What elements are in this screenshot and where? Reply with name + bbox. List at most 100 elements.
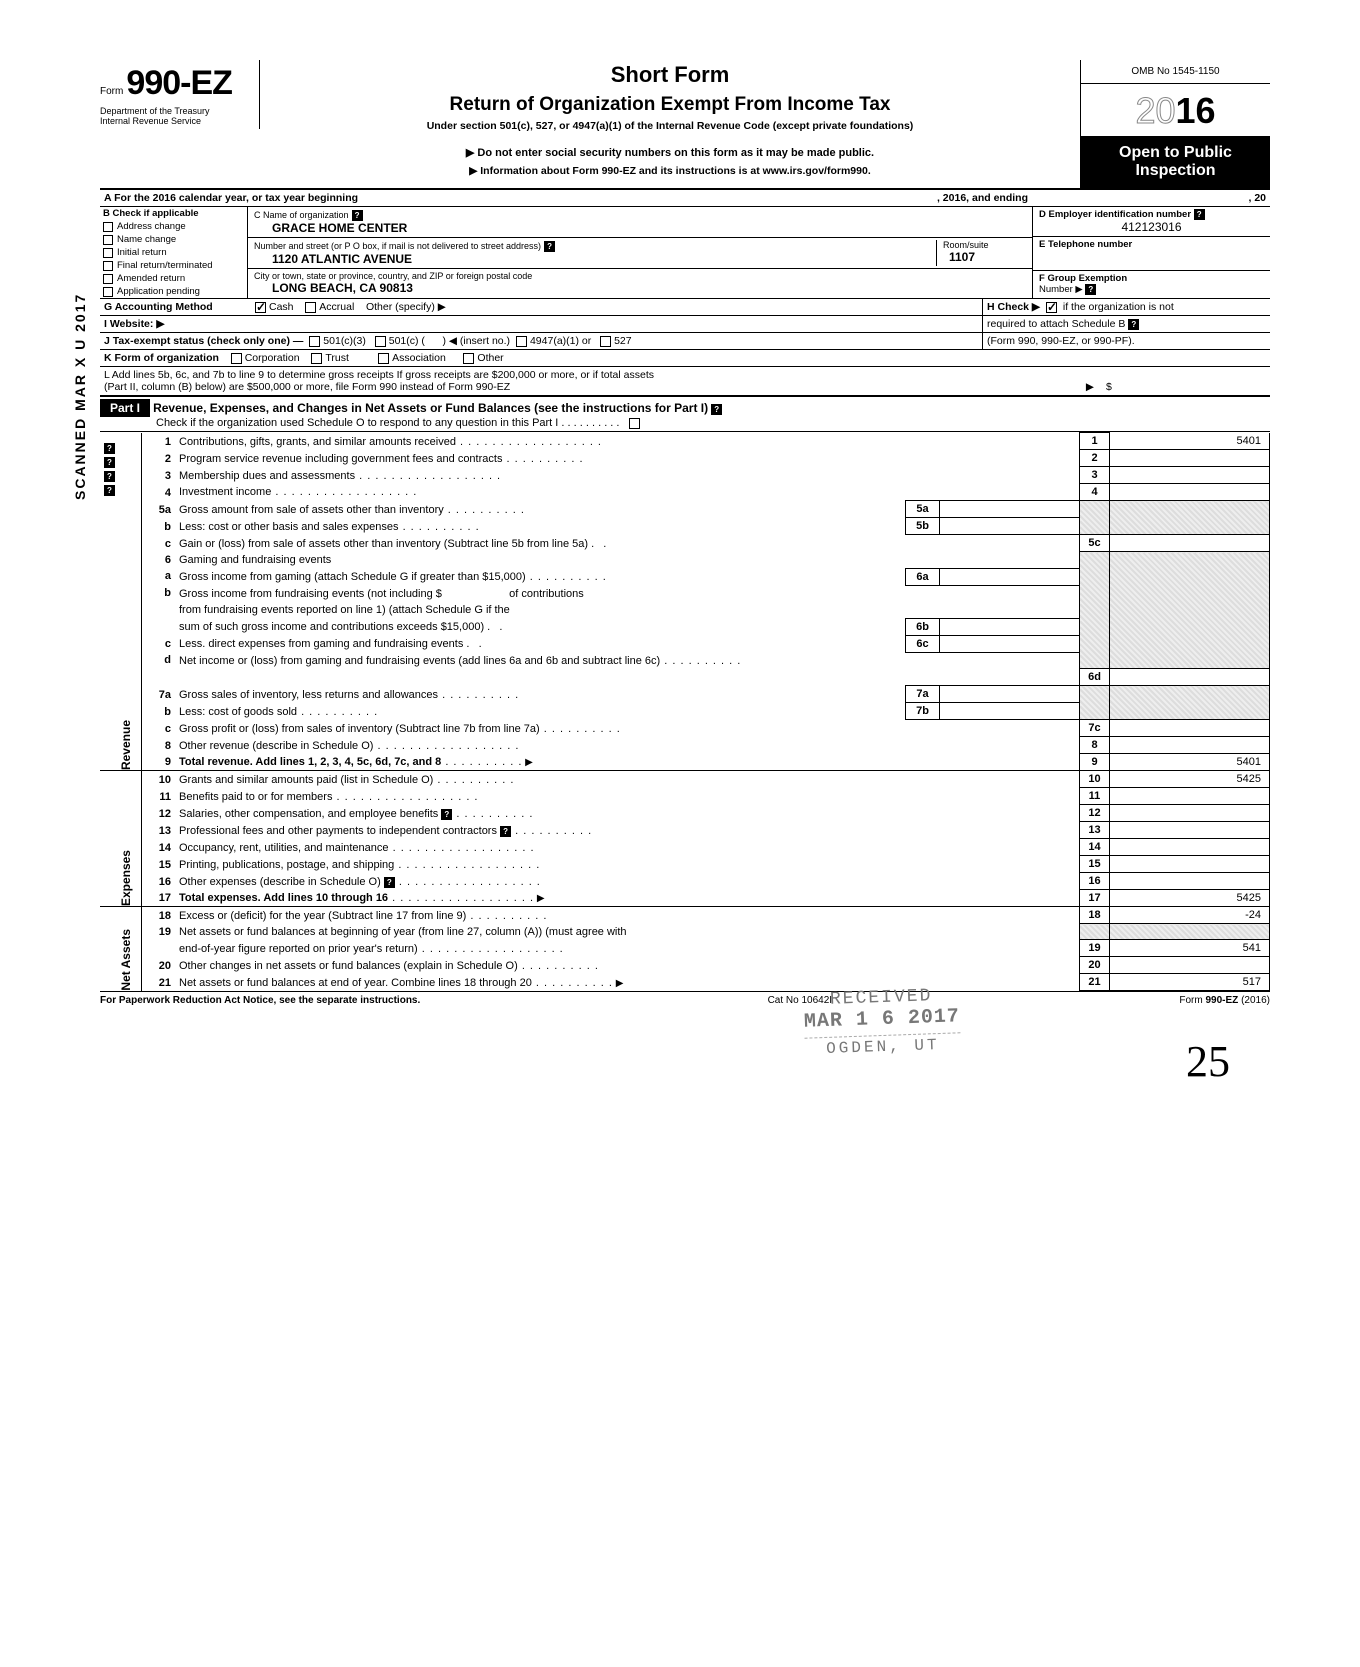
sub-box: 6b — [906, 618, 940, 635]
open-public-1: Open to Public — [1085, 144, 1266, 162]
line-desc: end-of-year figure reported on prior yea… — [179, 943, 418, 955]
row-j-form: (Form 990, 990-EZ, or 990-PF). — [982, 333, 1270, 349]
title-return: Return of Organization Exempt From Incom… — [268, 94, 1072, 116]
year-digit: 1 — [1176, 90, 1196, 131]
j-4947: 4947(a)(1) or — [530, 335, 591, 347]
line-num: 12 — [141, 805, 175, 822]
street-label: Number and street (or P O box, if mail i… — [254, 241, 541, 251]
line-num: 1 — [141, 433, 175, 450]
part-1-label: Part I — [100, 399, 150, 417]
checkbox[interactable] — [103, 248, 113, 258]
checkbox-cash[interactable] — [255, 302, 266, 313]
line-box: 1 — [1080, 433, 1110, 450]
line-amt: 5401 — [1110, 754, 1270, 771]
row-g-label: G Accounting Method — [100, 299, 248, 315]
checkbox-accrual[interactable] — [305, 302, 316, 313]
checkbox[interactable] — [600, 336, 611, 347]
line-box: 18 — [1080, 907, 1110, 924]
line-num: d — [141, 652, 175, 669]
k-trust: Trust — [325, 352, 349, 364]
checkbox[interactable] — [309, 336, 320, 347]
omb-number: OMB No 1545-1150 — [1081, 60, 1270, 84]
help-icon: ? — [384, 877, 395, 888]
line-desc: Grants and similar amounts paid (list in… — [179, 774, 433, 786]
chk-label: Amended return — [117, 273, 185, 284]
city-value: LONG BEACH, CA 90813 — [254, 281, 1026, 295]
room-value: 1107 — [943, 250, 1026, 264]
checkbox[interactable] — [516, 336, 527, 347]
line-num: 13 — [141, 822, 175, 839]
line-desc: Printing, publications, postage, and shi… — [179, 859, 394, 871]
checkbox[interactable] — [103, 287, 113, 297]
footer-left: For Paperwork Reduction Act Notice, see … — [100, 995, 420, 1006]
sub-box: 5b — [906, 518, 940, 535]
checkbox-h[interactable] — [1046, 302, 1057, 313]
line-desc: Less: cost or other basis and sales expe… — [179, 521, 399, 533]
tax-year: 2016 — [1081, 84, 1270, 136]
revenue-label: Revenue — [119, 720, 133, 770]
open-public-2: Inspection — [1085, 162, 1266, 180]
lines-table: ???? Revenue 1 Contributions, gifts, gra… — [100, 432, 1270, 991]
k-corp: Corporation — [245, 352, 300, 364]
scanned-stamp: SCANNED MAR X U 2017 — [72, 293, 88, 500]
checkbox[interactable] — [103, 274, 113, 284]
line-box: 6d — [1080, 669, 1110, 686]
line-desc: Net income or (loss) from gaming and fun… — [179, 655, 660, 667]
line-num: 15 — [141, 856, 175, 873]
j-insert: ) ◀ (insert no.) — [442, 335, 510, 347]
cash-label: Cash — [269, 301, 294, 313]
checkbox[interactable] — [231, 353, 242, 364]
checkbox[interactable] — [463, 353, 474, 364]
line-amt: 5425 — [1110, 890, 1270, 907]
line-num: 19 — [141, 924, 175, 940]
line-desc: Less. direct expenses from gaming and fu… — [179, 638, 463, 650]
line-box: 15 — [1080, 856, 1110, 873]
line-box: 16 — [1080, 873, 1110, 890]
checkbox[interactable] — [103, 222, 113, 232]
chk-label: Name change — [117, 234, 176, 245]
line-desc: Gross sales of inventory, less returns a… — [179, 689, 438, 701]
k-other: Other — [477, 352, 503, 364]
line-num: 3 — [141, 467, 175, 484]
chk-label: Initial return — [117, 247, 167, 258]
stamp-date: MAR 1 6 2017 — [804, 1005, 961, 1033]
section-b-header: B Check if applicable — [100, 207, 247, 220]
checkbox[interactable] — [311, 353, 322, 364]
help-icon: ? — [441, 809, 452, 820]
checkbox[interactable] — [629, 418, 640, 429]
line-box: 7c — [1080, 720, 1110, 737]
row-l-1: L Add lines 5b, 6c, and 7b to line 9 to … — [104, 369, 1266, 381]
line-num: 2 — [141, 450, 175, 467]
line-desc: Gaming and fundraising events — [175, 552, 1080, 569]
line-box: 19 — [1080, 940, 1110, 957]
line-box: 13 — [1080, 822, 1110, 839]
sub-box: 5a — [906, 501, 940, 518]
line-num: 6 — [141, 552, 175, 569]
line-box: 17 — [1080, 890, 1110, 907]
line-box: 10 — [1080, 771, 1110, 788]
line-desc: Benefits paid to or for members — [179, 791, 332, 803]
line-desc: Other changes in net assets or fund bala… — [179, 960, 518, 972]
sub-box: 7b — [906, 703, 940, 720]
checkbox[interactable] — [103, 235, 113, 245]
line-desc: Program service revenue including govern… — [179, 453, 502, 465]
line-desc: Professional fees and other payments to … — [179, 825, 497, 837]
checkbox[interactable] — [103, 261, 113, 271]
sub-box: 7a — [906, 686, 940, 703]
line-num: b — [141, 703, 175, 720]
line-desc: Gross income from gaming (attach Schedul… — [179, 571, 526, 583]
checkbox[interactable] — [378, 353, 389, 364]
line-amt: -24 — [1110, 907, 1270, 924]
line-desc: Gain or (loss) from sale of assets other… — [179, 538, 588, 550]
received-stamp: RECEIVED MAR 1 6 2017 OGDEN, UT — [803, 985, 961, 1058]
line-desc: of contributions — [509, 588, 584, 600]
checkbox[interactable] — [375, 336, 386, 347]
line-box: 20 — [1080, 957, 1110, 974]
line-num: 4 — [141, 484, 175, 501]
part-1-header: Part I Revenue, Expenses, and Changes in… — [100, 397, 1270, 432]
help-icon: ? — [104, 485, 115, 496]
chk-label: Address change — [117, 221, 186, 232]
help-icon: ? — [711, 404, 722, 415]
line-box: 8 — [1080, 737, 1110, 754]
k-assoc: Association — [392, 352, 446, 364]
